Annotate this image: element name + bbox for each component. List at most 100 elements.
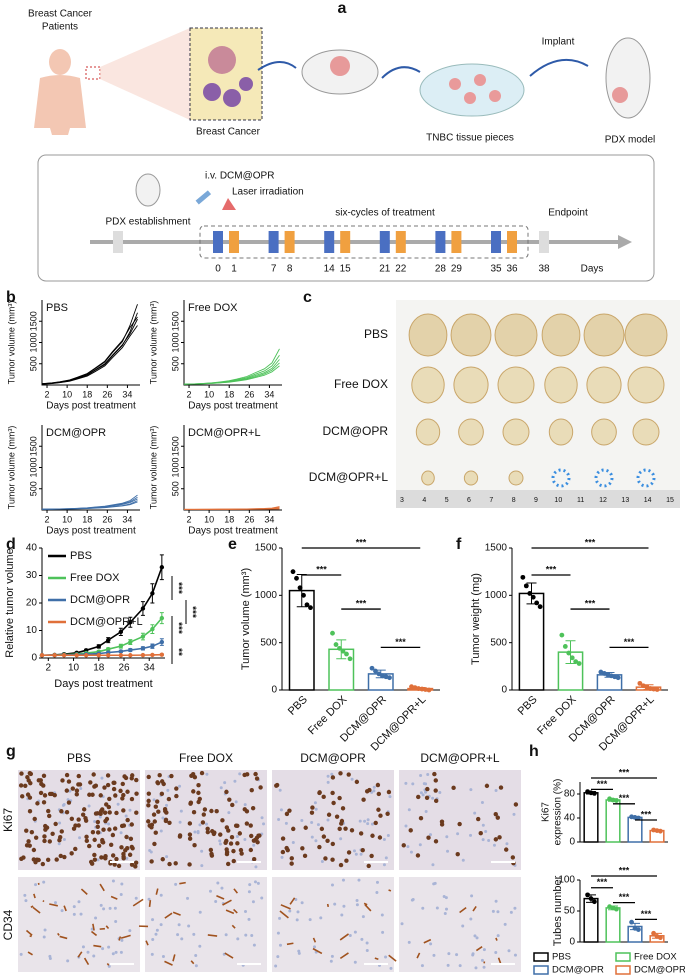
nucleus — [62, 838, 66, 842]
nucleus — [444, 896, 448, 900]
point — [106, 637, 111, 643]
stained-nucleus — [244, 821, 250, 826]
nucleus — [461, 858, 465, 862]
chart-title: Free DOX — [188, 302, 238, 314]
nucleus — [300, 818, 304, 822]
y-tick-label: 1500 — [485, 543, 508, 554]
nucleus — [253, 880, 257, 884]
nucleus — [507, 949, 511, 953]
data-point — [387, 675, 392, 681]
nucleus — [243, 803, 247, 807]
nucleus — [108, 906, 112, 910]
stained-nucleus — [504, 847, 509, 852]
y-tick-label: 1500 — [170, 436, 180, 456]
stained-vessel — [172, 911, 181, 916]
nucleus — [446, 849, 450, 853]
stained-nucleus — [196, 783, 201, 788]
stained-nucleus — [424, 795, 430, 800]
nucleus — [313, 945, 317, 949]
tumor — [627, 366, 665, 404]
significance: *** — [395, 637, 406, 647]
point — [61, 653, 67, 658]
stained-vessel — [32, 906, 41, 914]
nucleus — [236, 937, 240, 941]
stained-vessel — [222, 899, 232, 906]
stained-nucleus — [40, 861, 46, 867]
stained-nucleus — [105, 782, 111, 788]
nucleus — [503, 922, 507, 926]
nucleus — [216, 881, 220, 885]
stained-nucleus — [60, 778, 65, 783]
nucleus — [218, 839, 222, 843]
nucleus — [410, 898, 414, 902]
stained-nucleus — [173, 861, 178, 866]
nucleus — [443, 911, 447, 915]
significance: *** — [356, 598, 367, 608]
stained-nucleus — [231, 848, 236, 854]
nucleus — [426, 772, 430, 776]
nucleus — [494, 951, 498, 955]
point — [106, 653, 111, 658]
dish — [419, 63, 525, 117]
stained-nucleus — [27, 809, 33, 814]
nucleus — [308, 918, 312, 922]
nucleus — [360, 937, 364, 941]
stained-nucleus — [39, 781, 44, 787]
nucleus — [128, 808, 132, 812]
nucleus — [200, 849, 204, 853]
stained-nucleus — [239, 851, 244, 856]
nucleus — [474, 966, 478, 970]
bar — [605, 799, 621, 843]
nucleus — [353, 960, 357, 964]
stained-vessel — [164, 912, 173, 919]
data-point — [637, 680, 643, 686]
stained-nucleus — [33, 835, 39, 840]
significance: *** — [619, 865, 630, 875]
stained-nucleus — [254, 776, 260, 781]
nucleus — [352, 849, 356, 853]
stained-vessel — [148, 900, 152, 907]
y-tick-label: 50 — [564, 906, 576, 917]
series-line — [41, 501, 138, 510]
nucleus — [361, 915, 365, 919]
stained-nucleus — [358, 831, 364, 836]
nucleus — [359, 852, 363, 856]
point — [52, 653, 57, 658]
stained-nucleus — [153, 804, 159, 809]
nucleus — [250, 933, 254, 937]
data-point — [376, 671, 382, 677]
stained-vessel — [27, 951, 33, 956]
stained-nucleus — [110, 853, 116, 858]
nucleus — [150, 952, 154, 956]
series-line — [183, 365, 280, 385]
stained-nucleus — [105, 773, 111, 778]
nucleus — [68, 789, 72, 793]
x-tick-label: 2 — [187, 514, 192, 524]
data-point — [520, 574, 526, 580]
nucleus — [178, 820, 182, 824]
stained-vessel — [57, 932, 60, 936]
nucleus — [389, 966, 393, 970]
stained-nucleus — [92, 837, 97, 843]
stained-nucleus — [112, 862, 117, 867]
stained-nucleus — [231, 858, 236, 864]
nucleus — [438, 790, 442, 794]
stained-nucleus — [484, 783, 490, 789]
ruler-number: 3 — [400, 497, 404, 504]
nucleus — [381, 930, 385, 934]
stained-nucleus — [326, 812, 332, 817]
nucleus — [358, 819, 362, 823]
stained-nucleus — [378, 813, 383, 818]
nucleus — [481, 838, 485, 842]
nucleus — [456, 832, 460, 836]
photo-row-label: Free DOX — [334, 377, 388, 391]
stained-vessel — [416, 952, 421, 959]
nucleus — [276, 955, 280, 959]
nucleus — [491, 909, 495, 913]
stained-nucleus — [155, 799, 160, 804]
nucleus — [297, 949, 301, 953]
x-tick-label: 34 — [122, 514, 132, 524]
nucleus — [319, 916, 323, 920]
nucleus — [174, 882, 178, 886]
day-label: 1 — [231, 264, 237, 275]
